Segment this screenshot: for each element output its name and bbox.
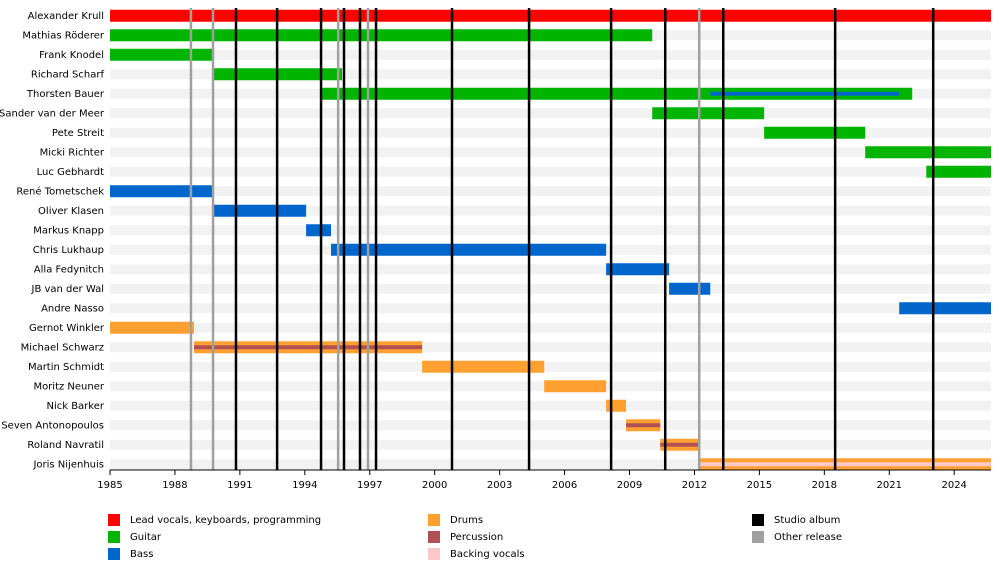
member-label: Frank Knodel [39, 50, 104, 61]
x-tick-label: 2015 [747, 480, 772, 491]
x-tick-label: 2018 [812, 480, 837, 491]
legend-label: Studio album [774, 515, 840, 526]
member-bar [652, 107, 765, 120]
row-band [110, 127, 991, 138]
row-band [110, 264, 991, 275]
legend-swatch [108, 531, 120, 543]
x-tick-label: 2003 [487, 480, 512, 491]
member-label: Markus Knapp [33, 225, 104, 236]
legend-swatch [752, 531, 764, 543]
member-bar [710, 91, 900, 96]
member-bar [899, 302, 991, 315]
member-bar [544, 380, 607, 393]
member-label: Michael Schwarz [21, 342, 104, 353]
member-bar [926, 165, 991, 178]
x-tick-label: 2021 [877, 480, 902, 491]
member-label: Andre Nasso [41, 303, 104, 314]
row-band [110, 49, 991, 60]
row-band [110, 69, 991, 80]
row-band [110, 420, 991, 431]
member-bar [331, 243, 607, 256]
legend-label: Drums [450, 515, 483, 526]
member-bar [110, 9, 991, 22]
x-tick-label: 1988 [162, 480, 187, 491]
member-bar [606, 399, 627, 412]
member-bar [660, 442, 699, 447]
member-label: Joris Nijenhuis [32, 459, 104, 470]
member-label: Roland Navratil [27, 440, 104, 451]
member-bar [110, 185, 214, 198]
member-label: Nick Barker [46, 401, 104, 412]
member-label: Micki Richter [40, 147, 105, 158]
x-tick-label: 2009 [617, 480, 642, 491]
row-band [110, 186, 991, 197]
row-band [110, 283, 991, 294]
member-bar [110, 321, 194, 334]
member-label: Alla Fedynitch [34, 264, 104, 275]
legend-swatch [752, 514, 764, 526]
member-bar [606, 263, 670, 276]
member-label: Thorsten Bauer [26, 89, 105, 100]
member-bar [110, 48, 214, 61]
member-bar [865, 146, 991, 159]
x-tick-label: 2000 [422, 480, 447, 491]
legend-swatch [108, 514, 120, 526]
member-label: Chris Lukhaup [33, 245, 104, 256]
x-tick-label: 1991 [227, 480, 252, 491]
member-bar [669, 282, 711, 295]
row-band [110, 459, 991, 470]
member-label: Luc Gebhardt [37, 167, 104, 178]
row-band [110, 439, 991, 450]
member-label: Sander van der Meer [0, 108, 105, 119]
x-tick-label: 1994 [292, 480, 317, 491]
member-label: Pete Streit [52, 128, 104, 139]
member-label: Seven Antonopoulos [1, 420, 104, 431]
member-label: Gernot Winkler [29, 323, 105, 334]
member-label: JB van der Wal [31, 284, 105, 295]
x-tick-label: 2006 [552, 480, 577, 491]
member-label: René Tometschek [16, 185, 104, 197]
x-tick-label: 2024 [941, 480, 966, 491]
row-band [110, 342, 991, 353]
legend-label: Backing vocals [450, 549, 525, 560]
member-bar [321, 87, 913, 100]
member-bar [626, 423, 661, 428]
row-band [110, 400, 991, 411]
legend-swatch [428, 531, 440, 543]
member-label: Mathias Röderer [22, 30, 104, 41]
legend-swatch [428, 548, 440, 560]
member-label: Moritz Neuner [33, 381, 104, 392]
member-label: Alexander Krull [28, 11, 104, 22]
legend-label: Percussion [450, 532, 503, 543]
member-label: Oliver Klasen [38, 206, 104, 217]
row-band [110, 147, 991, 158]
legend-swatch [428, 514, 440, 526]
member-bar [764, 126, 866, 139]
row-band [110, 108, 991, 119]
x-tick-label: 1997 [357, 480, 382, 491]
row-band [110, 361, 991, 372]
row-band [110, 225, 991, 236]
x-tick-label: 2012 [682, 480, 707, 491]
row-band [110, 322, 991, 333]
x-tick-label: 1985 [97, 480, 122, 491]
member-bar [213, 204, 307, 217]
legend-swatch [108, 548, 120, 560]
member-label: Richard Scharf [31, 69, 105, 80]
legend-label: Lead vocals, keyboards, programming [130, 515, 321, 526]
row-band [110, 303, 991, 314]
row-band [110, 205, 991, 216]
row-band [110, 166, 991, 177]
member-bar [422, 360, 545, 373]
member-bar [193, 345, 423, 350]
member-bar [110, 29, 653, 42]
legend-label: Guitar [130, 532, 162, 543]
member-bar [306, 224, 332, 237]
legend-label: Bass [130, 549, 153, 560]
legend-label: Other release [774, 532, 842, 543]
member-label: Martin Schmidt [28, 362, 104, 373]
member-bar [698, 462, 991, 467]
